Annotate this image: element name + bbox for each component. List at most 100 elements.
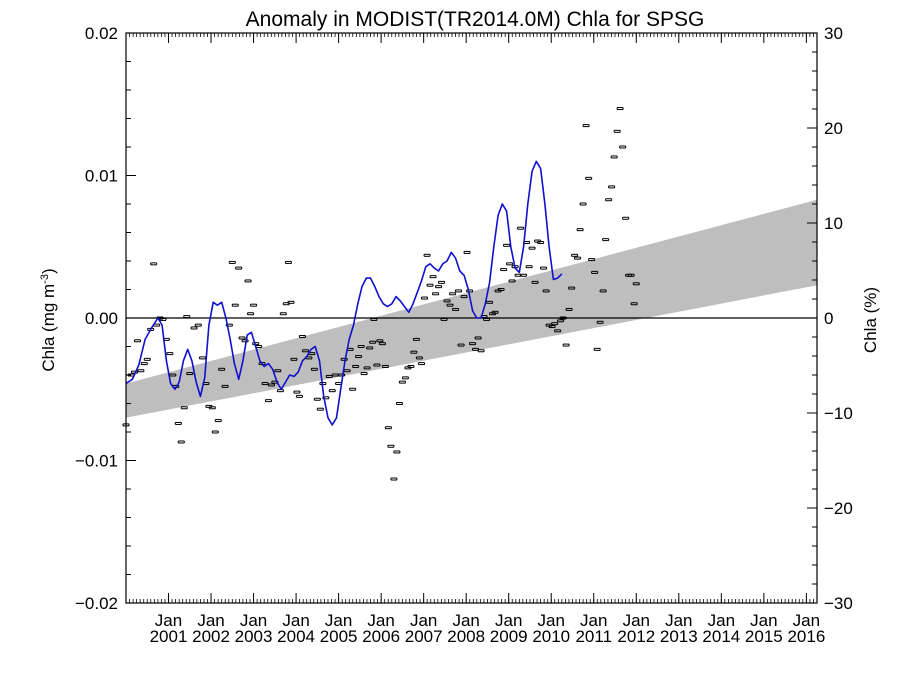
x-tick-month-label: Jan <box>155 611 182 630</box>
data-point <box>218 367 226 371</box>
data-point <box>605 198 613 202</box>
data-point <box>455 289 463 293</box>
data-point <box>293 390 301 394</box>
data-point <box>190 326 198 330</box>
data-point <box>276 389 284 393</box>
data-point <box>452 307 460 311</box>
x-tick-month-label: Jan <box>240 611 267 630</box>
data-point <box>381 364 389 368</box>
data-point <box>357 345 365 348</box>
data-point <box>298 335 306 339</box>
data-point <box>613 129 621 133</box>
data-point <box>585 176 593 180</box>
data-point <box>214 419 222 423</box>
x-tick-year-label: 2006 <box>362 627 400 646</box>
x-tick-year-label: 2011 <box>575 627 612 646</box>
data-point <box>221 384 229 388</box>
x-tick-month-label: Jan <box>708 611 735 630</box>
data-point <box>418 362 426 366</box>
x-tick-year-label: 2013 <box>660 627 698 646</box>
data-point <box>410 350 418 354</box>
data-point <box>279 312 287 316</box>
data-point <box>211 430 219 434</box>
data-point <box>423 253 431 257</box>
data-point <box>225 323 233 327</box>
data-point <box>140 362 148 366</box>
x-tick-year-label: 2001 <box>150 627 188 646</box>
data-point <box>457 343 465 347</box>
data-point <box>622 216 630 220</box>
data-point <box>630 302 638 306</box>
data-point <box>562 343 570 347</box>
x-tick-year-label: 2004 <box>277 627 315 646</box>
right-tick-label: −30 <box>824 594 853 613</box>
data-point <box>363 366 371 370</box>
data-point <box>469 342 477 346</box>
data-point <box>599 289 607 293</box>
data-point <box>619 145 627 149</box>
data-point <box>483 317 491 321</box>
data-point <box>520 273 528 277</box>
data-point <box>568 286 576 290</box>
data-point <box>616 107 624 111</box>
data-point <box>596 320 604 324</box>
data-point <box>264 399 272 403</box>
data-point <box>608 185 616 189</box>
left-tick-label: 0.00 <box>85 309 118 328</box>
x-tick-year-label: 2009 <box>490 627 528 646</box>
left-tick-label: 0.02 <box>85 24 118 43</box>
data-point <box>528 246 536 250</box>
x-tick-month-label: Jan <box>580 611 607 630</box>
data-point <box>463 250 471 254</box>
data-point <box>231 303 239 307</box>
x-tick-month-label: Jan <box>367 611 394 630</box>
data-point <box>554 329 562 333</box>
left-tick-label: 0.01 <box>85 167 118 186</box>
x-tick-month-label: Jan <box>197 611 224 630</box>
data-point <box>632 282 640 286</box>
left-y-axis-label: Chla (mg m-3) <box>39 268 58 371</box>
data-point <box>540 266 548 270</box>
data-point <box>287 300 295 304</box>
data-point <box>387 444 395 448</box>
data-point <box>537 240 545 244</box>
x-tick-month-label: Jan <box>452 611 479 630</box>
right-y-axis-label: Chla (%) <box>861 287 880 353</box>
data-point <box>143 357 151 361</box>
data-point <box>183 315 191 319</box>
data-point <box>477 349 485 353</box>
x-tick-month-label: Jan <box>538 611 565 630</box>
data-point <box>199 356 207 360</box>
data-point <box>166 352 174 356</box>
data-point <box>310 367 318 371</box>
right-tick-label: −10 <box>824 404 853 423</box>
x-tick-year-label: 2005 <box>320 627 358 646</box>
data-point <box>432 292 440 296</box>
data-point <box>602 238 610 242</box>
x-tick-month-label: Jan <box>410 611 437 630</box>
data-point <box>565 307 573 311</box>
data-point <box>250 303 258 307</box>
data-point <box>373 363 381 367</box>
data-point <box>531 280 539 284</box>
x-tick-year-label: 2010 <box>532 627 570 646</box>
data-point <box>267 383 275 387</box>
data-point <box>228 260 236 264</box>
data-point <box>557 319 565 323</box>
data-point <box>574 256 582 260</box>
data-point <box>316 407 324 411</box>
data-point <box>313 397 321 401</box>
x-tick-year-label: 2015 <box>745 627 783 646</box>
right-tick-label: −20 <box>824 499 853 518</box>
data-point <box>593 347 601 351</box>
x-tick-month-label: Jan <box>495 611 522 630</box>
right-tick-label: 0 <box>824 309 833 328</box>
data-point <box>390 477 398 481</box>
x-tick-month-label: Jan <box>282 611 309 630</box>
data-point <box>610 155 618 159</box>
data-point <box>446 303 454 307</box>
data-point <box>517 226 525 230</box>
data-point <box>274 369 282 373</box>
x-tick-year-label: 2014 <box>702 627 740 646</box>
